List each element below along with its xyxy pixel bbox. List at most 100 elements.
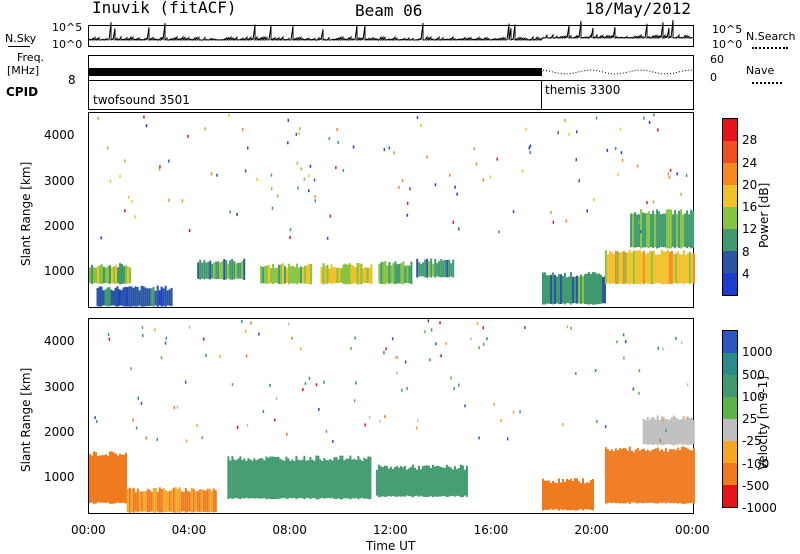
heatmap-cell [99,455,101,503]
scatter-cell [295,132,298,136]
heatmap-cell [148,489,151,513]
scatter-cell [478,346,480,350]
heatmap-cell [118,289,121,306]
heatmap-cell [361,460,364,498]
colorbar-tick-label: 8 [742,244,750,259]
heatmap-cell [136,287,139,307]
heatmap-cell [315,455,318,500]
heatmap-cell [275,457,278,499]
heatmap-cell [271,456,274,500]
noise-left-tick-bottom: 10^0 [52,38,83,51]
heatmap-cell [391,468,394,496]
scatter-cell [368,415,371,419]
heatmap-cell [333,457,336,499]
scatter-cell [244,169,247,173]
scatter-cell [620,151,623,155]
scatter-cell [486,337,488,341]
scatter-cell [309,164,312,168]
x-tick-label: 12:00 [373,523,408,537]
heatmap-cell [564,482,566,510]
heatmap-cell [180,491,183,512]
scatter-cell [604,425,607,429]
heatmap-cell [436,263,439,277]
colorbar-tick-label: 4 [742,266,750,281]
heatmap-cell [676,447,679,504]
heatmap-cell [268,264,271,284]
heatmap-cell [382,261,385,285]
heatmap-cell [206,488,209,513]
heatmap-cell [588,272,590,305]
heatmap-cell [91,455,93,503]
scatter-cell [173,406,176,410]
scatter-cell [416,116,419,119]
heatmap-cell [113,452,115,504]
scatter-cell [426,155,428,159]
heatmap-cell [592,272,594,305]
heatmap-cell [231,259,234,280]
scatter-cell [291,336,293,340]
heatmap-cell [386,265,389,283]
heatmap-cell [570,478,572,511]
scatter-cell [228,113,230,117]
heatmap-cell [100,286,103,307]
heatmap-cell [227,456,230,500]
heatmap-cell [115,264,117,284]
scatter-cell [464,404,466,408]
heatmap-cell [270,267,273,283]
heatmap-cell [590,480,592,510]
heatmap-cell [115,453,117,504]
heatmap-cell [660,214,663,247]
scatter-cell [250,321,252,325]
heatmap-cell [233,261,236,280]
scatter-cell [528,146,531,150]
heatmap-cell [235,460,238,498]
heatmap-cell [423,465,426,497]
velocity-ytick-4000: 4000 [44,334,75,348]
heatmap-cell [686,448,689,504]
scatter-cell [132,418,134,422]
heatmap-cell [610,252,613,284]
noise-right-tick-bottom: 10^0 [712,38,743,51]
scatter-cell [662,419,665,423]
heatmap-cell [606,449,609,504]
heatmap-cell [89,454,91,503]
heatmap-cell [101,264,103,285]
heatmap-cell [688,449,691,503]
scatter-cell [568,132,570,136]
heatmap-cell [402,261,405,285]
colorbar-tick-label: 100 [742,389,765,404]
heatmap-cell [644,420,647,444]
heatmap-cell [221,261,224,280]
scatter-cell [196,424,198,428]
scatter-cell [308,376,311,380]
heatmap-cell [654,419,657,445]
scatter-cell [160,356,163,360]
heatmap-cell [394,261,397,285]
colorbar-swatch [723,331,737,353]
heatmap-cell [381,467,384,497]
scatter-cell [96,420,98,424]
scatter-cell [256,177,258,181]
heatmap-cell [452,259,455,278]
x-tick-label: 04:00 [171,523,207,537]
heatmap-cell [461,465,464,497]
cpid-divider [541,81,542,110]
scatter-cell [475,162,478,166]
heatmap-cell [170,287,173,307]
heatmap-cell [264,265,267,284]
heatmap-cell [405,469,408,496]
heatmap-cell [409,467,412,497]
heatmap-cell [239,262,242,279]
heatmap-cell [666,419,669,445]
heatmap-cell [375,469,378,496]
heatmap-cell [574,276,576,304]
colorbar-tick-label: 12 [742,222,758,237]
heatmap-cell [111,267,113,284]
heatmap-cell [110,289,113,306]
heatmap-cell [152,488,155,513]
scatter-cell [245,354,248,358]
heatmap-cell [656,209,659,249]
heatmap-cell [632,451,635,503]
scatter-cell [564,118,566,122]
scatter-cell [409,187,411,191]
